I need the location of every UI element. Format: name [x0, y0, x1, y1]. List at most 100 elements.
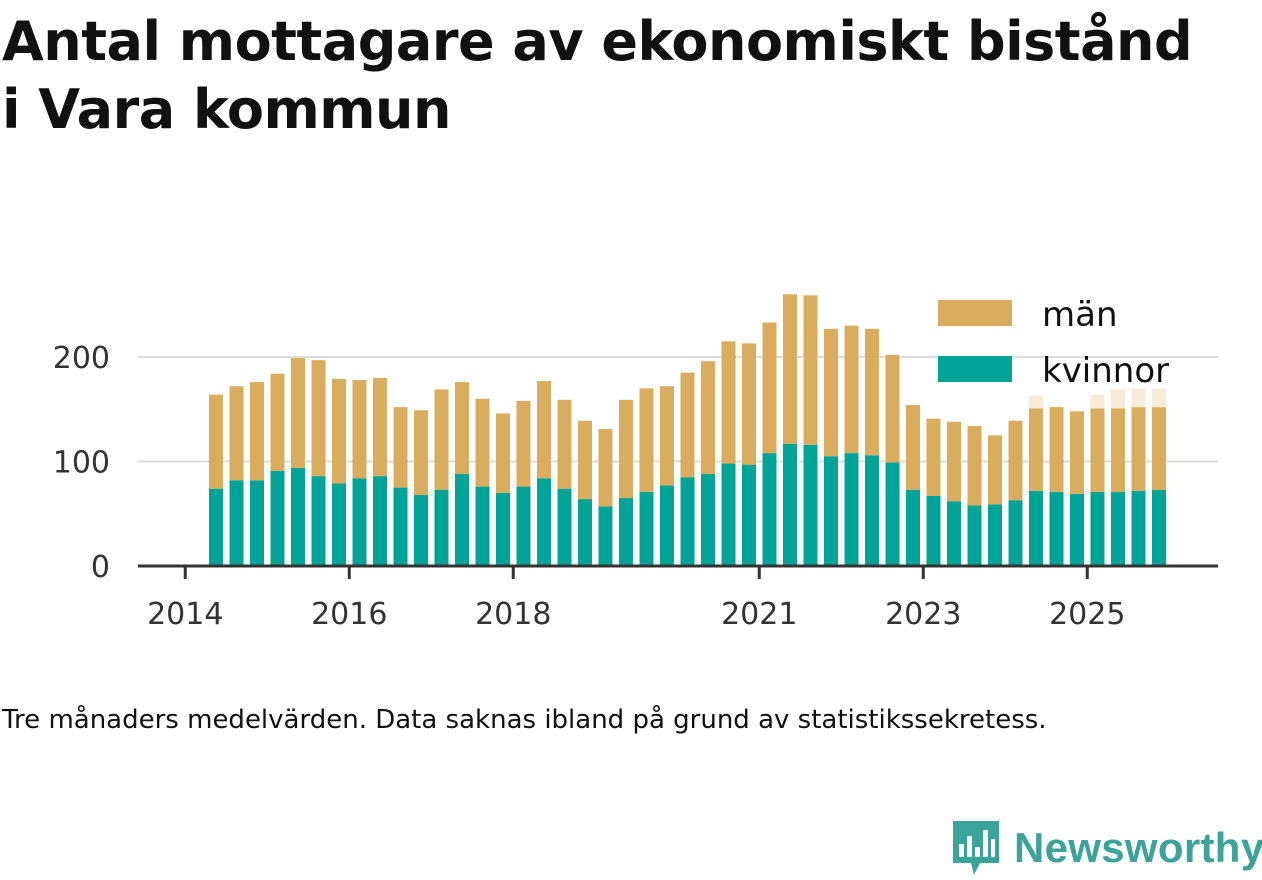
bar-man	[516, 400, 531, 487]
bar-kvinnor	[1090, 491, 1105, 566]
bar-man	[537, 381, 551, 479]
bar-man	[332, 378, 346, 484]
bar-kvinnor	[1049, 491, 1064, 566]
bar-kvinnor	[537, 478, 551, 566]
bar-man	[865, 328, 879, 456]
bar-man	[803, 295, 818, 445]
bar-kvinnor	[803, 444, 818, 566]
bar-kvinnor	[311, 476, 326, 566]
bar-kvinnor	[906, 489, 920, 566]
bar-man	[475, 398, 490, 487]
bar-man	[373, 377, 387, 477]
bar-man	[455, 382, 469, 475]
bar-kvinnor	[783, 443, 797, 566]
bar-man	[1111, 408, 1125, 492]
x-tick-label: 2025	[1049, 597, 1125, 632]
bar-man	[844, 325, 859, 454]
bar-man	[988, 435, 1002, 505]
x-tick-label: 2014	[147, 597, 223, 632]
bar-kvinnor	[1111, 491, 1125, 566]
chart-title: Antal mottagare av ekonomiskt bistånd i …	[2, 8, 1260, 144]
bar-man	[414, 410, 428, 495]
bar-kvinnor	[414, 494, 428, 566]
bar-kvinnor	[352, 478, 367, 566]
y-tick-label: 100	[53, 446, 110, 481]
y-tick-label: 0	[91, 550, 110, 585]
bar-man	[1029, 408, 1043, 491]
bar-kvinnor	[844, 453, 859, 566]
bar-kvinnor	[1131, 490, 1146, 566]
chart-title-line-2: i Vara kommun	[2, 78, 451, 141]
bar-man	[598, 429, 613, 507]
bar-man	[578, 420, 592, 500]
bar-kvinnor	[824, 456, 838, 566]
x-tick-label: 2018	[475, 597, 551, 632]
bar-man	[291, 358, 305, 468]
bar-kvinnor	[1152, 489, 1166, 566]
bar-kvinnor	[701, 474, 715, 566]
bar-kvinnor	[332, 483, 346, 566]
bar-kvinnor	[721, 463, 736, 566]
bar-man	[393, 407, 408, 488]
bar-man	[434, 389, 449, 490]
bar-man	[619, 399, 633, 499]
bar-man	[762, 322, 777, 454]
bar-kvinnor	[291, 467, 305, 566]
bar-man	[311, 360, 326, 477]
bar-kvinnor	[496, 492, 510, 566]
y-tick-label: 200	[53, 341, 110, 376]
bar-man	[1008, 420, 1023, 501]
footnote: Tre månaders medelvärden. Data saknas ib…	[2, 705, 1047, 735]
bar-kvinnor	[967, 505, 982, 566]
bar-man	[1070, 411, 1084, 494]
bar-kvinnor	[250, 480, 264, 566]
bar-kvinnor	[926, 495, 941, 566]
bar-kvinnor	[209, 488, 223, 566]
newsworthy-logo-icon	[953, 821, 999, 875]
bar-man	[660, 386, 674, 486]
bar-man	[926, 418, 941, 496]
newsworthy-brand[interactable]: Newsworthy	[950, 816, 1262, 880]
axes: 0 100 200 2014 2016 2018 2021 2023 2025	[53, 341, 1218, 632]
bar-man	[352, 379, 367, 479]
bar-kvinnor	[516, 486, 531, 566]
bar-man	[1131, 407, 1146, 491]
bar-man	[947, 421, 961, 502]
bar-kvinnor	[475, 486, 490, 566]
bar-kvinnor	[619, 498, 633, 566]
bar-kvinnor	[270, 470, 285, 566]
bar-kvinnor	[865, 455, 879, 566]
bar-kvinnor	[947, 501, 961, 566]
bar-preliminary	[1131, 388, 1146, 408]
bar-kvinnor	[1070, 493, 1084, 566]
bar-man	[742, 343, 756, 465]
bar-man	[250, 382, 264, 481]
legend-label-man: män	[1042, 295, 1118, 335]
bar-kvinnor	[434, 489, 449, 566]
x-tick-label: 2023	[885, 597, 961, 632]
bar-kvinnor	[373, 476, 387, 566]
bar-man	[496, 413, 510, 493]
bar-man	[1152, 407, 1166, 490]
bar-man	[639, 388, 654, 492]
bar-man	[1090, 408, 1105, 492]
bar-kvinnor	[1029, 490, 1043, 566]
bar-kvinnor	[578, 499, 592, 566]
bar-man	[680, 372, 695, 478]
bar-kvinnor	[455, 474, 469, 566]
bar-preliminary	[1152, 388, 1166, 408]
bar-man	[824, 328, 838, 457]
bar-man	[885, 354, 900, 463]
bar-kvinnor	[229, 480, 244, 566]
bar-kvinnor	[639, 491, 654, 566]
legend-label-kvinnor: kvinnor	[1042, 351, 1169, 391]
bar-kvinnor	[988, 504, 1002, 566]
brand-name: Newsworthy	[1014, 824, 1262, 871]
chart-title-line-1: Antal mottagare av ekonomiskt bistånd	[2, 10, 1193, 73]
legend: män kvinnor	[938, 295, 1169, 391]
bar-kvinnor	[557, 488, 572, 566]
bar-preliminary	[1111, 389, 1125, 409]
bar-man	[557, 399, 572, 489]
bar-man	[1049, 407, 1064, 492]
